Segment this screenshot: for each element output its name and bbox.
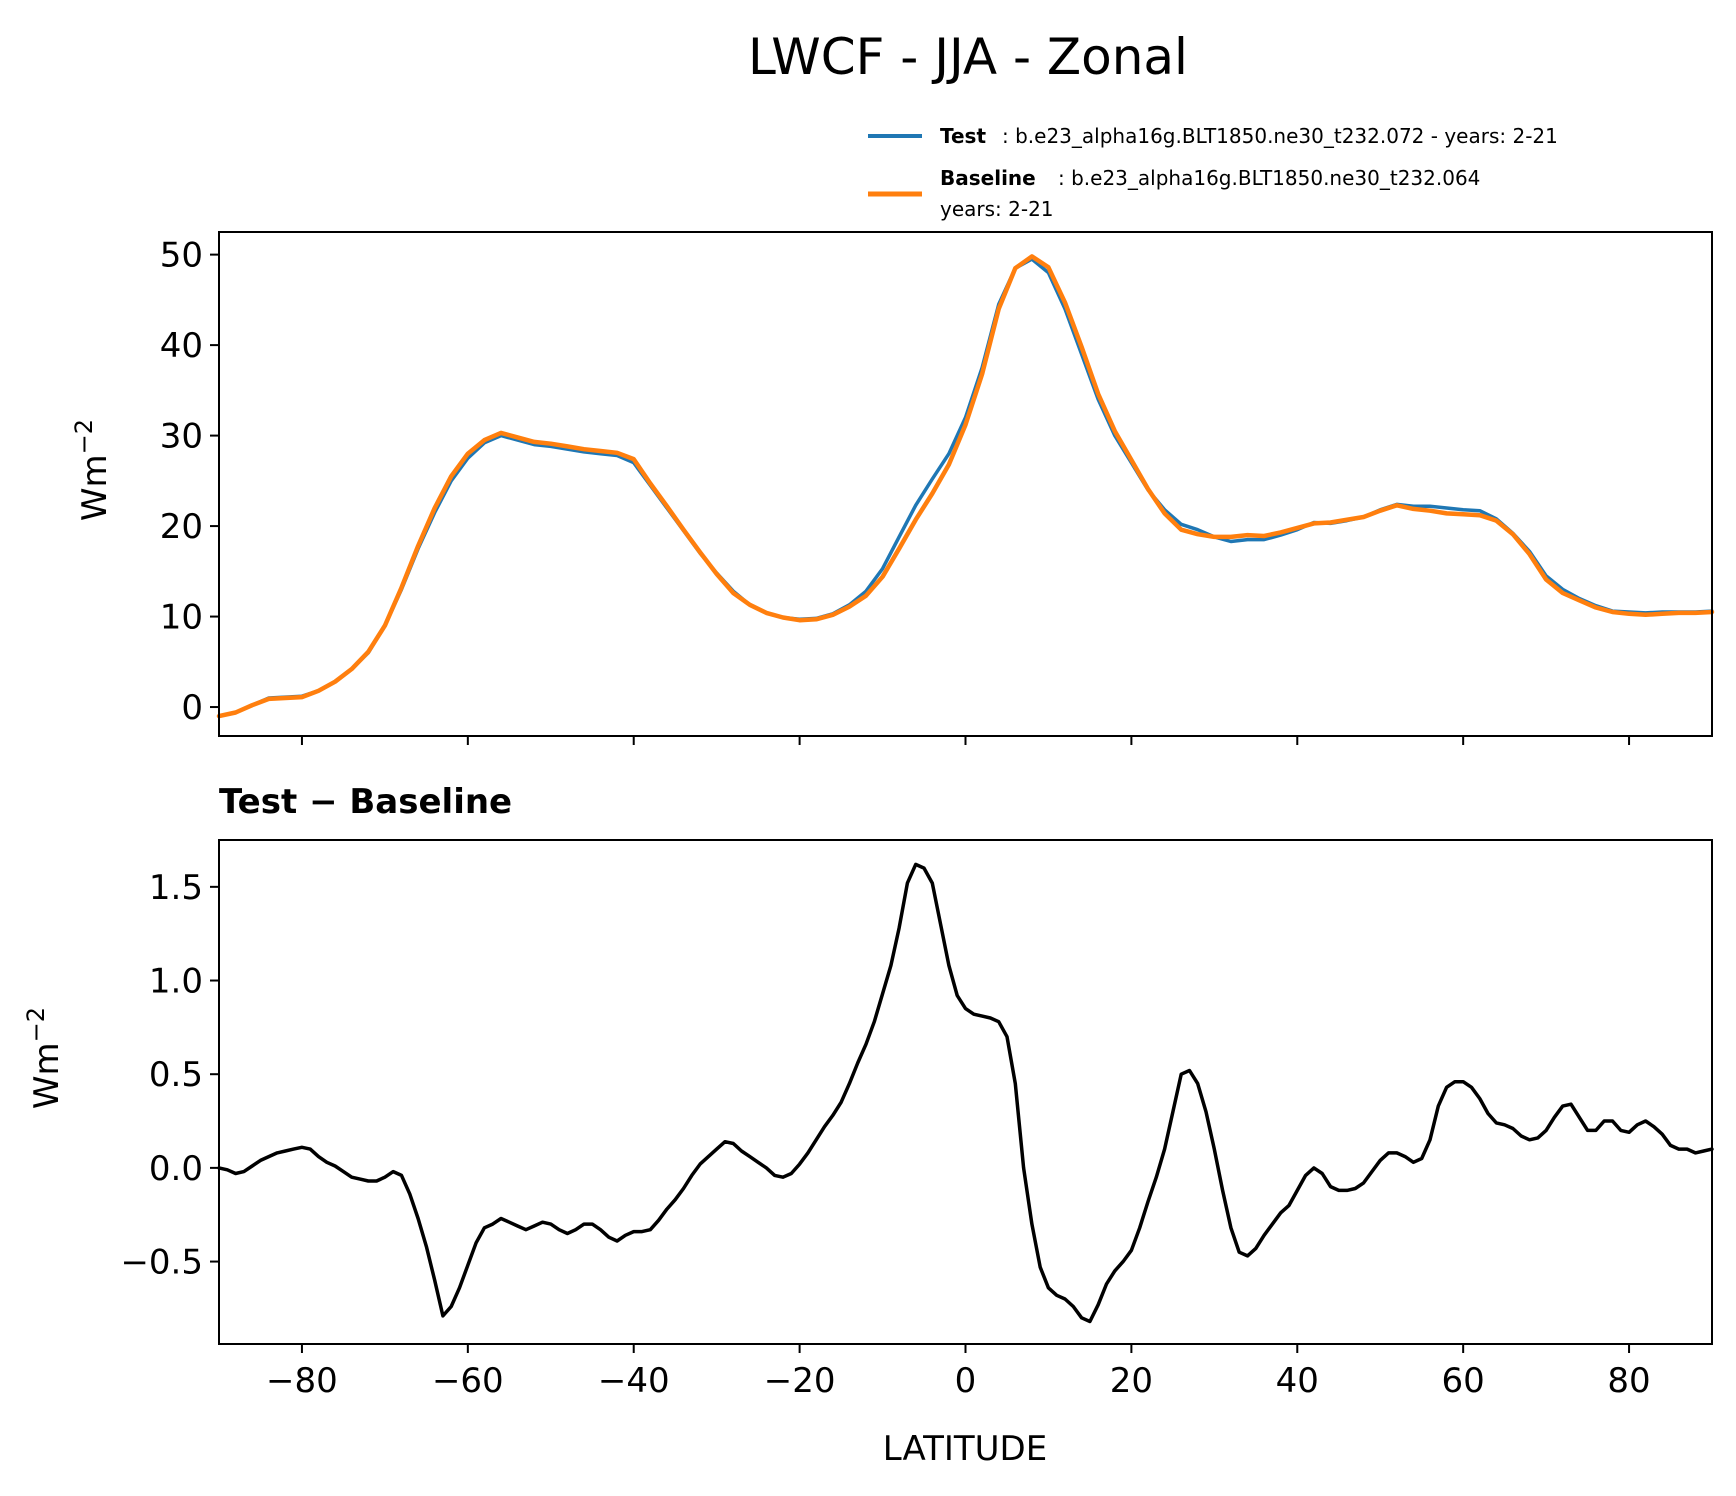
series-line-baseline	[216, 254, 1715, 719]
bottom-y-label-exponent: −2	[22, 1007, 50, 1042]
x-axis-label: LATITUDE	[883, 1429, 1047, 1469]
top-y-label-text: Wm	[75, 454, 115, 521]
legend: Test : b.e23_alpha16g.BLT1850.ne30_t232.…	[868, 124, 1558, 221]
bottom-series-lines	[217, 862, 1714, 1324]
y-tick-label: 20	[160, 507, 203, 547]
legend-name-test: Test	[940, 124, 986, 148]
bottom-y-label-text: Wm	[27, 1042, 67, 1109]
top-series-lines	[216, 254, 1715, 719]
legend-desc-baseline: : b.e23_alpha16g.BLT1850.ne30_t232.064	[1058, 166, 1480, 190]
y-tick-label: 10	[160, 598, 203, 638]
bottom-y-ticks: −0.5 0.0 0.5 1.0 1.5	[120, 868, 219, 1283]
top-y-axis-label: Wm−2	[70, 419, 115, 521]
legend-desc-test: : b.e23_alpha16g.BLT1850.ne30_t232.072 -…	[1002, 124, 1558, 148]
x-tick-label: 80	[1607, 1361, 1650, 1401]
y-tick-label: 0	[181, 688, 203, 728]
y-tick-label: 50	[160, 236, 203, 276]
top-y-label-exponent: −2	[70, 419, 98, 454]
chart-title: LWCF - JJA - Zonal	[748, 28, 1188, 86]
bottom-panel: Test − Baseline −0.50.00.51.01.5 −80 −60−…	[22, 782, 1714, 1469]
x-tick-label: −20	[764, 1361, 836, 1401]
x-tick-label: −60	[432, 1361, 504, 1401]
y-tick-label: 1.0	[149, 962, 203, 1002]
y-tick-label: −0.5	[120, 1243, 203, 1283]
x-tick-label: 0	[955, 1361, 977, 1401]
x-tick-label: 40	[1276, 1361, 1319, 1401]
y-tick-label: 1.5	[149, 868, 203, 908]
top-axes-frame	[218, 231, 1713, 737]
bottom-subtitle: Test − Baseline	[219, 782, 512, 822]
x-tick-label: 60	[1442, 1361, 1485, 1401]
series-line-test-baseline	[217, 862, 1714, 1324]
legend-name-baseline: Baseline	[940, 166, 1036, 190]
y-tick-label: 30	[160, 417, 203, 457]
bottom-x-ticks: −80 −60 −40 −20 0 20 40 60 80	[266, 1344, 1651, 1401]
bottom-y-axis-label: Wm−2	[22, 1007, 67, 1109]
x-tick-label: 20	[1110, 1361, 1153, 1401]
bottom-axes-frame	[218, 839, 1713, 1345]
x-tick-label: −40	[598, 1361, 670, 1401]
y-tick-label: 0.5	[149, 1055, 203, 1095]
top-y-ticks: 0 10 20 30 40 50	[160, 236, 219, 728]
top-panel: 0 10 20 30 40 50 Wm−2	[70, 231, 1715, 745]
y-tick-label: 40	[160, 326, 203, 366]
x-tick-label: −80	[266, 1361, 338, 1401]
y-tick-label: 0.0	[149, 1149, 203, 1189]
legend-desc-baseline-line2: years: 2-21	[940, 197, 1054, 221]
top-x-ticks	[300, 736, 1631, 745]
